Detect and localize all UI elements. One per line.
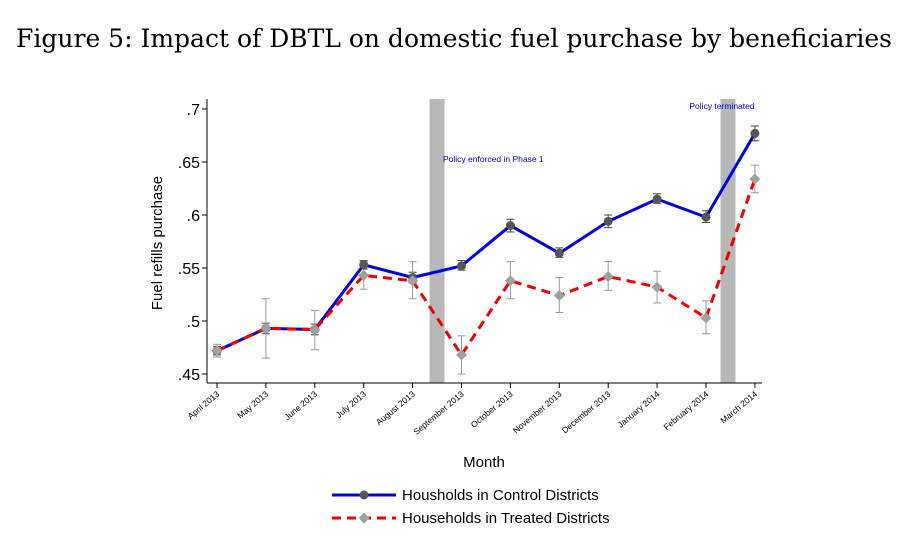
treated-marker [602, 270, 614, 282]
event-label-1: Policy terminated [689, 101, 754, 111]
series-markers [211, 128, 761, 361]
x-tick-label: June 2013 [282, 389, 319, 422]
figure-title: Figure 5: Impact of DBTL on domestic fue… [16, 24, 892, 53]
treated-marker [749, 173, 761, 185]
x-tick-label: December 2013 [560, 389, 613, 436]
series-line-treated [216, 178, 757, 357]
x-tick-label: February 2014 [661, 389, 710, 432]
treated-marker [553, 290, 565, 302]
y-tick-label: .45 [178, 367, 200, 384]
x-tick-label: January 2014 [615, 389, 661, 430]
treated-marker [211, 345, 223, 357]
y-axis-label: Fuel refills purchase [149, 176, 166, 310]
y-tick-label: .65 [178, 155, 200, 172]
legend-marker-0 [359, 490, 369, 500]
control-marker [359, 260, 369, 270]
x-tick-label: March 2014 [718, 389, 759, 426]
treated-marker [504, 275, 516, 287]
y-tick-label: .6 [187, 208, 200, 225]
treated-marker [700, 312, 712, 324]
series-line-control [216, 132, 757, 353]
x-axis-label: Month [463, 454, 505, 471]
treated-marker [309, 323, 321, 335]
control-marker [701, 212, 711, 222]
control-marker [554, 248, 564, 258]
event-bands [429, 99, 736, 383]
y-tick-label: .55 [178, 261, 200, 278]
control-marker [505, 221, 515, 231]
event-band-0 [429, 99, 445, 383]
legend-label-0: Housholds in Control Districts [402, 487, 599, 504]
legend-marker-1 [358, 512, 370, 524]
treated-marker [260, 322, 272, 334]
treated-marker [407, 275, 419, 287]
series-lines [216, 132, 757, 357]
x-tick-label: April 2013 [186, 389, 222, 421]
y-tick-label: .7 [187, 102, 200, 119]
treated-marker [358, 269, 370, 281]
x-tick-label: July 2013 [334, 389, 369, 420]
treated-marker [456, 349, 467, 361]
legend-label-1: Households in Treated Districts [402, 510, 610, 527]
control-marker [603, 216, 613, 226]
x-tick-label: September 2013 [411, 389, 466, 437]
treated-marker [651, 281, 663, 293]
event-labels: Policy enforced in Phase 1 Policy termina… [443, 101, 755, 164]
x-tick-label: August 2013 [374, 389, 417, 428]
x-tick-label: October 2013 [469, 389, 515, 430]
event-label-0: Policy enforced in Phase 1 [443, 154, 544, 164]
y-tick-label: .5 [187, 314, 200, 331]
event-band-1 [720, 99, 736, 383]
control-marker [652, 194, 662, 204]
x-tick-label: May 2013 [235, 389, 270, 421]
legend: Housholds in Control Districts Households… [332, 487, 610, 527]
control-marker [457, 261, 466, 271]
x-tick-label: November 2013 [511, 389, 564, 436]
control-marker [750, 128, 760, 138]
